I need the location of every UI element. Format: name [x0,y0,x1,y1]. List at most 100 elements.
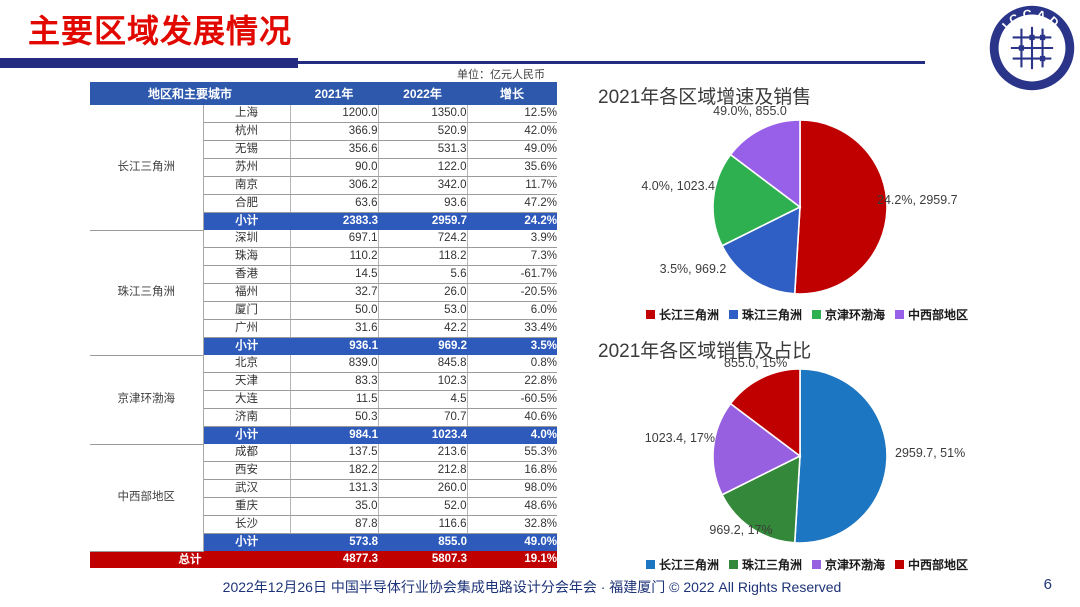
legend-item: 京津环渤海 [812,556,885,573]
city-cell: 广州 [203,319,291,338]
table-row: 合肥 63.6 93.6 47.2% [90,194,558,213]
value-cell: 50.0 [290,301,379,320]
growth-cell: 0.8% [467,355,558,373]
pie-slice [729,119,801,209]
pie-chart-growth-sales [712,119,888,295]
city-cell: 重庆 [203,497,291,516]
value-cell: 724.2 [378,230,468,248]
legend-label: 京津环渤海 [825,558,886,572]
table-row: 香港 14.5 5.6 -61.7% [90,265,558,284]
legend-marker-icon [895,310,905,319]
subtotal-row: 小计 2383.3 2959.7 24.2% [90,212,558,230]
growth-cell: 42.0% [467,122,558,141]
pie-slice-label: 2959.7, 51% [895,446,966,460]
table-row: 苏州 90.0 122.0 35.6% [90,158,558,177]
legend-marker-icon [645,560,655,569]
growth-cell: -61.7% [467,265,558,284]
growth-cell: 6.0% [467,301,558,320]
table-row: 重庆 35.0 52.0 48.6% [90,497,558,516]
value-cell: 342.0 [378,176,468,195]
subtotal-value: 2383.3 [290,212,379,230]
growth-cell: 49.0% [467,140,558,159]
pie-slice-label: 1023.4, 17% [644,431,715,445]
value-cell: 182.2 [290,461,379,480]
growth-cell: 22.8% [467,372,558,391]
value-cell: 520.9 [378,122,468,141]
title-underline-thick [0,58,298,68]
subtotal-value: 2959.7 [378,212,468,230]
total-value: 19.1% [467,551,558,568]
value-cell: 1350.0 [378,105,468,123]
value-cell: 260.0 [378,479,468,498]
table-row: 广州 31.6 42.2 33.4% [90,319,558,338]
city-cell: 合肥 [203,194,291,213]
region-cell: 珠江三角洲 [90,230,204,356]
value-cell: 839.0 [290,355,379,373]
pie-slice [793,119,888,295]
legend-marker-icon [728,560,738,569]
growth-cell: 3.9% [467,230,558,248]
value-cell: 5.6 [378,265,468,284]
value-cell: 70.7 [378,408,468,427]
legend-marker-icon [728,310,738,319]
city-cell: 深圳 [203,230,291,248]
subtotal-value: 24.2% [467,212,558,230]
subtotal-label: 小计 [203,337,291,355]
value-cell: 42.2 [378,319,468,338]
total-value: 4877.3 [290,551,379,568]
city-cell: 珠海 [203,247,291,266]
city-cell: 西安 [203,461,291,480]
growth-cell: 98.0% [467,479,558,498]
growth-cell: 48.6% [467,497,558,516]
pie-slice-label: 4.0%, 1023.4 [641,179,715,193]
growth-cell: 33.4% [467,319,558,338]
growth-cell: 35.6% [467,158,558,177]
table-row: 中西部地区 成都 137.5 213.6 55.3% [90,444,558,552]
column-header: 2022年 [378,82,468,105]
growth-cell: 11.7% [467,176,558,195]
pie-slice-label: 24.2%, 2959.7 [877,193,958,207]
table-header: 地区和主要城市 2021年 2022年 增长 [90,82,558,105]
legend-label: 珠江三角洲 [741,308,802,322]
value-cell: 212.8 [378,461,468,480]
table-row: 长沙 87.8 116.6 32.8% [90,515,558,534]
subtotal-value: 984.1 [290,426,379,444]
subtotal-value: 573.8 [290,533,379,551]
table-row: 杭州 366.9 520.9 42.0% [90,122,558,141]
legend-label: 京津环渤海 [825,308,886,322]
legend-item: 长江三角洲 [645,306,719,323]
legend-label: 中西部地区 [908,308,969,322]
pie-slice-label: 49.0%, 855.0 [713,104,787,118]
legend-marker-icon [895,560,905,569]
iccad-logo: ICCAD 中国半导体行业协会集成电路设计分会 [989,5,1075,91]
subtotal-row: 小计 936.1 969.2 3.5% [90,337,558,355]
legend-label: 中西部地区 [908,558,969,572]
value-cell: 26.0 [378,283,468,302]
value-cell: 131.3 [290,479,379,498]
city-cell: 杭州 [203,122,291,141]
subtotal-value: 936.1 [290,337,379,355]
value-cell: 14.5 [290,265,379,284]
table-row: 西安 182.2 212.8 16.8% [90,461,558,480]
growth-cell: 7.3% [467,247,558,266]
subtotal-row: 小计 984.1 1023.4 4.0% [90,426,558,444]
value-cell: 1200.0 [290,105,379,123]
page-number: 6 [1043,576,1052,593]
table-row: 天津 83.3 102.3 22.8% [90,372,558,391]
value-cell: 531.3 [378,140,468,159]
value-cell: 63.6 [290,194,379,213]
table-row: 珠江三角洲 深圳 697.1 724.2 3.9% [90,230,558,356]
city-cell: 无锡 [203,140,291,159]
column-header: 2021年 [290,82,379,105]
chart2-title: 2021年各区域销售及占比 [598,341,812,362]
growth-cell: 40.6% [467,408,558,427]
subtotal-value: 49.0% [467,533,558,551]
city-cell: 天津 [203,372,291,391]
subtotal-label: 小计 [203,533,291,551]
growth-cell: 55.3% [467,444,558,462]
table-row: 南京 306.2 342.0 11.7% [90,176,558,195]
value-cell: 137.5 [290,444,379,462]
table-row: 厦门 50.0 53.0 6.0% [90,301,558,320]
column-header: 地区和主要城市 [90,82,291,105]
subtotal-value: 3.5% [467,337,558,355]
